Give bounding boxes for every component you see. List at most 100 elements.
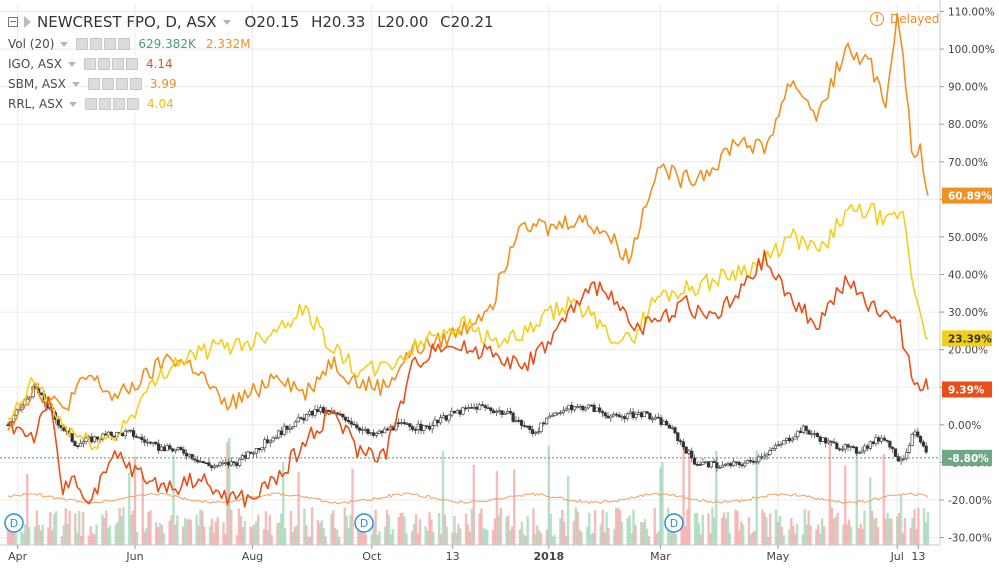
candle-body xyxy=(924,445,928,453)
volume-bar xyxy=(518,529,522,545)
chevron-down-icon[interactable] xyxy=(69,101,78,107)
compare-label-sbm[interactable]: SBM, ASX xyxy=(8,77,66,91)
compare-label-igo[interactable]: IGO, ASX xyxy=(8,57,62,71)
ohlc-values: O20.15 H20.33 L20.00 C20.21 xyxy=(245,13,501,31)
candle-body xyxy=(377,430,381,434)
plus-icon[interactable] xyxy=(111,58,124,70)
volume-bar xyxy=(774,509,778,545)
volume-bar xyxy=(782,535,785,545)
dividend-marker[interactable] xyxy=(664,513,684,533)
candle-body xyxy=(634,413,638,418)
series-line-igo[interactable] xyxy=(7,249,929,508)
volume-bar xyxy=(507,515,510,545)
volume-bar xyxy=(922,508,926,545)
volume-bar xyxy=(755,450,758,545)
candle-body xyxy=(896,456,900,462)
compare-label-rrl[interactable]: RRL, ASX xyxy=(8,97,64,111)
volume-bar xyxy=(222,522,225,545)
volume-bar xyxy=(276,523,279,545)
last-value-tag xyxy=(942,330,992,347)
dividend-marker[interactable] xyxy=(4,513,24,533)
candle-body xyxy=(620,416,624,418)
candle-body xyxy=(226,461,231,466)
series-line-rrl[interactable] xyxy=(7,203,929,451)
volume-bar xyxy=(216,517,219,545)
volume-bar xyxy=(618,509,622,545)
candle-body xyxy=(807,430,811,435)
close-icon[interactable] xyxy=(118,38,131,50)
eye-icon[interactable] xyxy=(76,38,89,50)
candle-body xyxy=(637,412,641,415)
volume-bar xyxy=(670,522,674,545)
volume-bar xyxy=(357,525,360,545)
compare-value-sbm: 3.99 xyxy=(149,77,177,91)
candle-body xyxy=(171,448,175,452)
plus-icon[interactable] xyxy=(104,38,117,50)
candle-body xyxy=(341,413,345,418)
volume-label[interactable]: Vol (20) xyxy=(8,37,55,51)
candle-body xyxy=(592,404,596,412)
price-axis-label: 40.00% xyxy=(948,270,988,282)
close-icon[interactable] xyxy=(125,58,138,70)
flag-icon[interactable] xyxy=(24,16,31,28)
volume-bar xyxy=(303,508,306,545)
collapse-icon[interactable] xyxy=(8,17,18,27)
volume-bar xyxy=(155,522,158,545)
candle-body xyxy=(143,439,147,443)
chevron-down-icon[interactable] xyxy=(71,81,80,87)
chevron-down-icon[interactable] xyxy=(67,61,76,67)
volume-bar xyxy=(230,509,233,545)
last-value-label: -8.80% xyxy=(948,453,989,465)
candle-body xyxy=(385,428,390,431)
volume-bar xyxy=(822,526,826,545)
volume-bar xyxy=(559,517,562,545)
volume-bar xyxy=(89,526,92,545)
chevron-down-icon[interactable] xyxy=(60,41,69,47)
volume-bar xyxy=(697,523,701,545)
volume-bar xyxy=(553,534,556,545)
volume-bar xyxy=(901,532,905,545)
plus-icon[interactable] xyxy=(113,98,126,110)
volume-bar xyxy=(187,518,191,545)
candle-body xyxy=(550,415,554,417)
volume-bar xyxy=(264,511,268,545)
eye-icon[interactable] xyxy=(85,98,98,110)
volume-bar xyxy=(532,508,535,545)
candle-body xyxy=(271,437,275,442)
delayed-status[interactable]: ! Delayed xyxy=(870,12,939,26)
gear-icon[interactable] xyxy=(90,38,103,50)
volume-bar xyxy=(451,532,454,545)
volume-bar xyxy=(634,524,637,545)
close-icon[interactable] xyxy=(127,98,140,110)
symbol-label[interactable]: NEWCREST FPO, D, ASX xyxy=(37,13,217,31)
candle-body xyxy=(609,415,613,419)
eye-icon[interactable] xyxy=(83,58,96,70)
volume-ma-line xyxy=(7,492,929,505)
candle-body xyxy=(444,415,448,421)
volume-bar xyxy=(844,465,847,545)
price-axis-label: 80.00% xyxy=(948,119,988,131)
chevron-down-icon[interactable] xyxy=(222,19,231,25)
candle-body xyxy=(575,406,579,408)
candle-body xyxy=(305,414,309,421)
gear-icon[interactable] xyxy=(101,78,114,90)
volume-bar xyxy=(693,513,697,545)
candle-body xyxy=(810,433,814,435)
volume-bar xyxy=(547,445,551,545)
volume-bar xyxy=(890,518,893,545)
eye-icon[interactable] xyxy=(87,78,100,90)
candle-body xyxy=(586,404,591,409)
plus-icon[interactable] xyxy=(115,78,128,90)
candle-body xyxy=(251,452,256,455)
gear-icon[interactable] xyxy=(99,98,112,110)
candle-body xyxy=(162,446,166,452)
compare-row-rrl: RRL, ASX 4.04 xyxy=(8,94,501,114)
candle-body xyxy=(129,429,133,432)
time-axis-label: Oct xyxy=(362,550,382,563)
dividend-marker[interactable] xyxy=(354,513,374,533)
volume-bar xyxy=(60,536,64,545)
close-icon[interactable] xyxy=(129,78,142,90)
gear-icon[interactable] xyxy=(97,58,110,70)
candle-body xyxy=(581,405,585,411)
